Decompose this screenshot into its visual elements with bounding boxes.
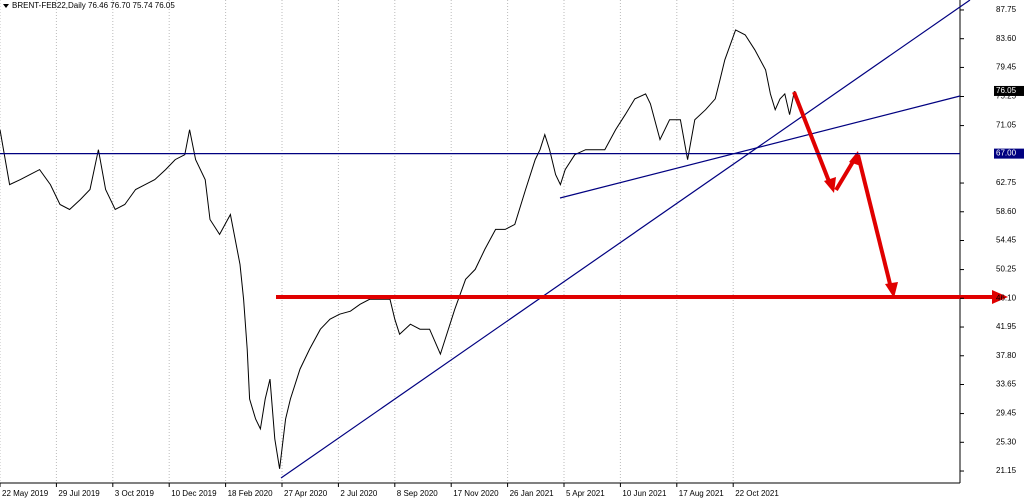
grid bbox=[0, 0, 734, 483]
x-tick-label: 8 Sep 2020 bbox=[397, 489, 438, 498]
y-tick-label: 33.65 bbox=[996, 380, 1017, 389]
x-tick-label: 10 Jun 2021 bbox=[622, 489, 667, 498]
arrow-head bbox=[885, 282, 898, 298]
y-tick-label: 37.80 bbox=[996, 351, 1017, 360]
x-tick-label: 2 Jul 2020 bbox=[340, 489, 377, 498]
y-tick-label: 87.75 bbox=[996, 5, 1017, 14]
level-badge-label: 67.00 bbox=[996, 149, 1017, 158]
x-tick-label: 18 Feb 2020 bbox=[228, 489, 273, 498]
price-badge-label: 76.05 bbox=[996, 86, 1017, 95]
marks bbox=[0, 29, 795, 469]
y-tick-label: 75.25 bbox=[996, 92, 1017, 101]
y-tick-label: 46.10 bbox=[996, 293, 1017, 302]
y-tick-label: 58.60 bbox=[996, 207, 1017, 216]
arrow-head bbox=[824, 177, 836, 193]
red-arrow bbox=[856, 154, 893, 289]
x-tick-label: 27 Apr 2020 bbox=[284, 489, 328, 498]
menu-icon[interactable] bbox=[3, 4, 9, 8]
x-tick-label: 3 Oct 2019 bbox=[115, 489, 155, 498]
x-tick-label: 5 Apr 2021 bbox=[566, 489, 605, 498]
y-tick-label: 79.45 bbox=[996, 63, 1017, 72]
x-tick-label: 29 Jul 2019 bbox=[58, 489, 100, 498]
price-badge bbox=[994, 85, 1024, 96]
trendline bbox=[280, 0, 971, 479]
trendline bbox=[559, 95, 961, 199]
y-tick-label: 62.75 bbox=[996, 178, 1017, 187]
x-tick-label: 22 Oct 2021 bbox=[735, 489, 779, 498]
price-line bbox=[0, 29, 795, 469]
x-tick-label: 10 Dec 2019 bbox=[171, 489, 217, 498]
chart-title: BRENT-FEB22,Daily 76.46 76.70 75.74 76.0… bbox=[12, 1, 175, 10]
y-tick-label: 41.95 bbox=[996, 322, 1017, 331]
x-tick-label: 22 May 2019 bbox=[2, 489, 49, 498]
y-tick-label: 50.25 bbox=[996, 265, 1017, 274]
red-arrow bbox=[834, 158, 856, 192]
y-tick-label: 54.45 bbox=[996, 236, 1017, 245]
arrow-head bbox=[992, 290, 1008, 304]
y-tick-label: 21.15 bbox=[996, 466, 1017, 475]
x-tick-label: 17 Aug 2021 bbox=[679, 489, 724, 498]
red-arrow bbox=[792, 91, 832, 185]
y-tick-label: 25.30 bbox=[996, 437, 1017, 446]
x-tick-label: 17 Nov 2020 bbox=[453, 489, 499, 498]
x-tick-label: 26 Jan 2021 bbox=[510, 489, 555, 498]
y-tick-label: 29.45 bbox=[996, 409, 1017, 418]
y-tick-label: 83.60 bbox=[996, 34, 1017, 43]
y-tick-label: 71.05 bbox=[996, 121, 1017, 130]
level-badge bbox=[994, 148, 1024, 159]
